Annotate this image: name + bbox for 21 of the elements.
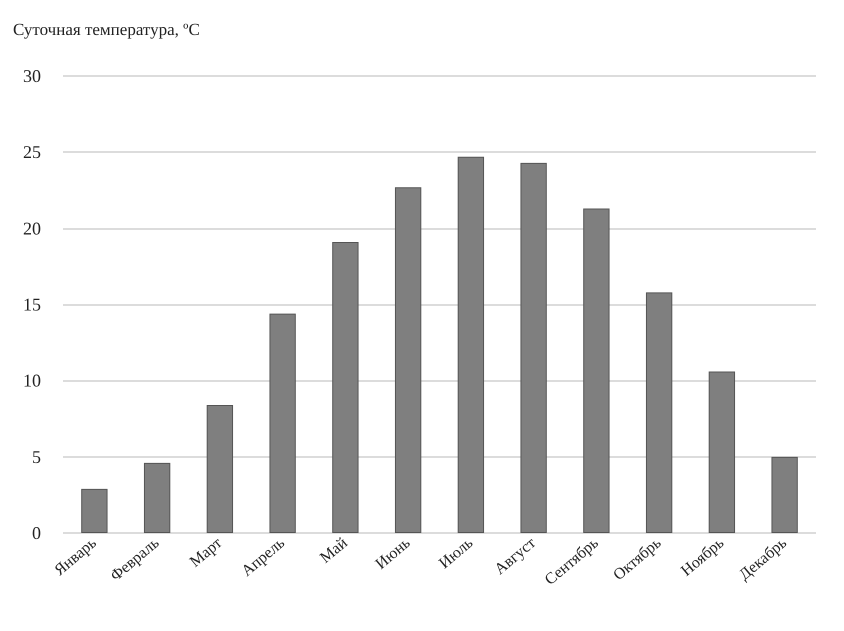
bar <box>646 292 672 533</box>
y-tick-label: 5 <box>32 446 41 467</box>
chart-title: Суточная температура, ºC <box>13 20 200 39</box>
y-tick-label: 30 <box>23 66 41 86</box>
bar <box>81 488 108 533</box>
x-tick-label: Май <box>317 534 352 567</box>
bar <box>583 208 610 533</box>
bar <box>394 187 422 533</box>
bar <box>269 314 296 533</box>
bar <box>332 242 359 533</box>
bar <box>458 156 484 533</box>
y-tick-label: 10 <box>23 370 41 391</box>
bar <box>708 372 736 533</box>
y-tick-label: 15 <box>23 294 41 314</box>
y-tick-label: 0 <box>32 523 41 543</box>
bar <box>206 405 234 533</box>
bar <box>771 456 798 533</box>
bar <box>520 162 547 533</box>
y-tick-label: 20 <box>23 218 41 238</box>
bar <box>144 462 170 533</box>
y-tick-label: 25 <box>23 142 41 162</box>
